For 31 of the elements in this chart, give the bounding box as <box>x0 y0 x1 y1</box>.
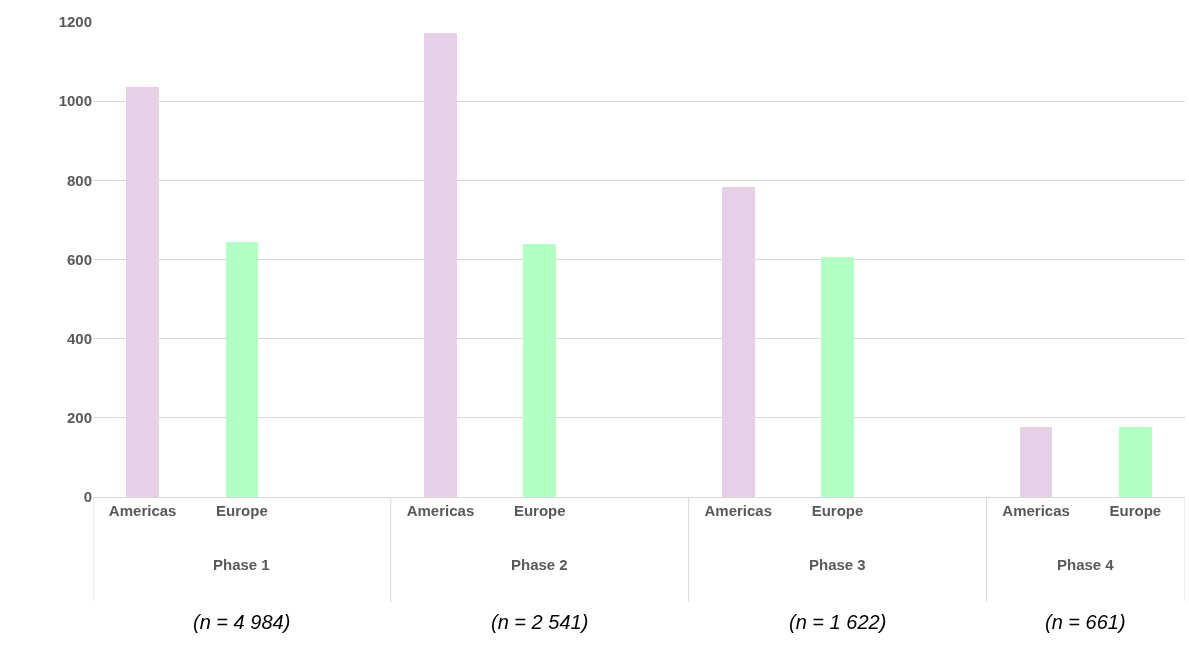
x-tick-label: Americas <box>1002 502 1070 519</box>
x-tick-label: Americas <box>406 502 475 519</box>
y-tick-label: 200 <box>66 409 92 427</box>
text: Phase 3 <box>809 556 866 573</box>
x-tick-label: Americas <box>108 502 177 519</box>
y-tick-label: 400 <box>66 329 92 347</box>
text: (n = 1 622) <box>789 611 887 633</box>
x-tick-label: Americas <box>704 502 773 519</box>
text: Phase 2 <box>511 556 568 573</box>
bar <box>1119 427 1152 497</box>
x-tick-label: Europe <box>811 502 864 519</box>
bar <box>226 242 258 497</box>
y-tick-label: 600 <box>66 250 92 268</box>
y-tick-label: 0 <box>83 488 92 506</box>
y-tick-label: 1000 <box>58 92 92 110</box>
bar <box>424 33 457 497</box>
bar <box>722 187 755 497</box>
text: (n = 4 984) <box>193 611 291 633</box>
bar <box>821 257 854 497</box>
text: (n = 2 541) <box>491 611 589 633</box>
y-tick-label: 1200 <box>58 13 92 31</box>
x-tick-label: Europe <box>1109 502 1162 519</box>
text: (n = 661) <box>1045 611 1126 633</box>
text: Phase 4 <box>1057 556 1115 573</box>
text: Phase 1 <box>213 556 270 573</box>
x-tick-label: Europe <box>513 502 566 519</box>
bar <box>1020 427 1052 497</box>
bar <box>126 87 159 497</box>
x-tick-label: Europe <box>216 502 268 519</box>
y-tick-label: 800 <box>66 171 92 189</box>
bar <box>523 244 556 497</box>
